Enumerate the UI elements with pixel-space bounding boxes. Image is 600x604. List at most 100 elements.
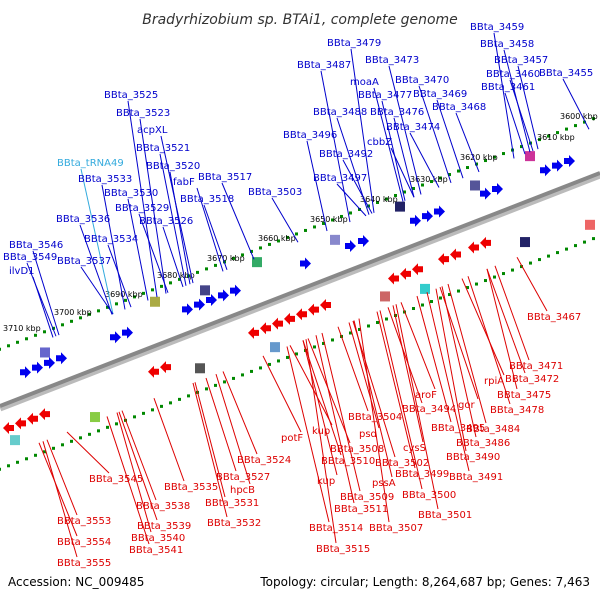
forward-gene-label[interactable]: BBta_3497 xyxy=(313,173,367,184)
reverse-gene-label[interactable]: BBta_3490 xyxy=(446,452,500,463)
forward-gene-label[interactable]: BBta_3473 xyxy=(365,55,419,66)
reverse-gene-label[interactable]: BBta_3502 xyxy=(375,458,429,469)
forward-gene-label[interactable]: BBta_3503 xyxy=(248,187,302,198)
forward-gene-label[interactable]: BBta_3457 xyxy=(494,55,548,66)
reverse-gene-label[interactable]: gor xyxy=(458,400,475,411)
forward-gene-label[interactable]: moaA xyxy=(350,77,379,88)
forward-gene-label[interactable]: BBta_3518 xyxy=(180,194,234,205)
forward-gene-label[interactable]: BBta_3476 xyxy=(370,107,424,118)
forward-gene-label[interactable]: BBta_3459 xyxy=(470,22,524,33)
reverse-gene-label[interactable]: pssA xyxy=(372,478,396,489)
forward-gene-label[interactable]: BBta_3492 xyxy=(319,149,373,160)
forward-gene-label[interactable]: BBta_3458 xyxy=(480,39,534,50)
reverse-gene-label[interactable]: potF xyxy=(281,433,303,444)
reverse-gene-label[interactable]: BBta_3495 xyxy=(431,423,485,434)
forward-gene-label[interactable]: BBta_3487 xyxy=(297,60,351,71)
reverse-gene-label[interactable]: BBta_3554 xyxy=(57,537,111,548)
forward-gene-block xyxy=(200,285,210,296)
reverse-gene-label[interactable]: BBta_3532 xyxy=(207,518,261,529)
reverse-gene-label[interactable]: BBta_3541 xyxy=(129,545,183,556)
reverse-gene-label[interactable]: BBta_3538 xyxy=(136,501,190,512)
forward-gene-label[interactable]: BBta_3496 xyxy=(283,130,337,141)
reverse-gene-label[interactable]: BBta_3514 xyxy=(309,523,363,534)
lower-scale-dot xyxy=(313,345,316,349)
lower-scale-dot xyxy=(250,369,253,373)
forward-gene-label[interactable]: BBta_3521 xyxy=(136,143,190,154)
forward-gene-label[interactable]: BBta_3488 xyxy=(313,107,367,118)
reverse-gene-label[interactable]: cysS xyxy=(403,443,426,454)
forward-gene-label[interactable]: fabF xyxy=(173,177,195,188)
reverse-label-leader xyxy=(376,311,416,469)
forward-gene-label[interactable]: BBta_3517 xyxy=(198,172,252,183)
reverse-gene-arrow xyxy=(388,272,399,285)
reverse-gene-label[interactable]: BBta_3467 xyxy=(527,312,581,323)
forward-label-leader xyxy=(320,70,351,223)
forward-gene-label[interactable]: BBta_3477 xyxy=(358,90,412,101)
reverse-gene-label[interactable]: BBta_3553 xyxy=(57,516,111,527)
reverse-gene-label[interactable]: aroF xyxy=(415,390,437,401)
forward-gene-label[interactable]: BBta_3537 xyxy=(57,256,111,267)
reverse-gene-label[interactable]: BBta_3515 xyxy=(316,544,370,555)
upper-scale-dot xyxy=(268,242,271,246)
reverse-gene-block xyxy=(585,219,595,230)
forward-gene-label[interactable]: BBta_3474 xyxy=(386,122,440,133)
forward-gene-label[interactable]: BBta_3549 xyxy=(3,252,57,263)
forward-gene-label[interactable]: BBta_3469 xyxy=(413,89,467,100)
forward-gene-label[interactable]: BBta_3529 xyxy=(115,203,169,214)
reverse-gene-label[interactable]: kup xyxy=(312,426,330,437)
reverse-gene-label[interactable]: BBta_3491 xyxy=(449,472,503,483)
forward-gene-label[interactable]: ilvD1 xyxy=(9,266,35,277)
reverse-gene-label[interactable]: BBta_3471 xyxy=(509,361,563,372)
reverse-gene-label[interactable]: BBta_3509 xyxy=(340,492,394,503)
forward-label-leader xyxy=(107,244,132,308)
reverse-gene-label[interactable]: BBta_3504 xyxy=(348,412,402,423)
reverse-gene-label[interactable]: BBta_3555 xyxy=(57,558,111,569)
forward-gene-label[interactable]: BBta_tRNA49 xyxy=(57,158,124,169)
forward-gene-label[interactable]: BBta_3479 xyxy=(327,38,381,49)
reverse-gene-label[interactable]: BBta_3527 xyxy=(216,472,270,483)
forward-gene-label[interactable]: BBta_3455 xyxy=(539,68,593,79)
forward-gene-label[interactable]: BBta_3533 xyxy=(78,174,132,185)
forward-gene-label[interactable]: acpXL xyxy=(137,125,168,136)
reverse-gene-label[interactable]: rpiA xyxy=(484,376,504,387)
forward-gene-label[interactable]: BBta_3470 xyxy=(395,75,449,86)
reverse-gene-label[interactable]: kup xyxy=(317,476,335,487)
reverse-gene-label[interactable]: BBta_3494 xyxy=(402,404,456,415)
reverse-gene-label[interactable]: BBta_3472 xyxy=(505,374,559,385)
reverse-gene-label[interactable]: BBta_3540 xyxy=(131,533,185,544)
forward-gene-label[interactable]: BBta_3546 xyxy=(9,240,63,251)
forward-gene-label[interactable]: BBta_3530 xyxy=(104,188,158,199)
forward-gene-label[interactable]: BBta_3536 xyxy=(56,214,110,225)
reverse-gene-label[interactable]: BBta_3500 xyxy=(402,490,456,501)
reverse-gene-label[interactable]: BBta_3545 xyxy=(89,474,143,485)
reverse-gene-label[interactable]: BBta_3499 xyxy=(395,469,449,480)
lower-scale-dot xyxy=(169,401,172,405)
reverse-gene-label[interactable]: psd xyxy=(359,429,377,440)
forward-gene-label[interactable]: BBta_3468 xyxy=(432,102,486,113)
forward-gene-label[interactable]: cbbZ xyxy=(367,137,392,148)
reverse-gene-label[interactable]: hpcB xyxy=(230,485,255,496)
reverse-gene-label[interactable]: BBta_3475 xyxy=(497,390,551,401)
reverse-gene-label[interactable]: BBta_3535 xyxy=(164,482,218,493)
reverse-gene-label[interactable]: BBta_3510 xyxy=(321,456,375,467)
reverse-gene-label[interactable]: BBta_3531 xyxy=(205,498,259,509)
forward-gene-label[interactable]: BBta_3526 xyxy=(139,216,193,227)
reverse-gene-label[interactable]: BBta_3507 xyxy=(369,523,423,534)
lower-scale-dot xyxy=(52,446,55,450)
reverse-gene-label[interactable]: BBta_3478 xyxy=(490,405,544,416)
reverse-gene-label[interactable]: BBta_3539 xyxy=(137,521,191,532)
forward-gene-label[interactable]: BBta_3461 xyxy=(481,82,535,93)
forward-gene-label[interactable]: BBta_3460 xyxy=(486,69,540,80)
reverse-gene-label[interactable]: BBta_3484 xyxy=(466,424,520,435)
reverse-gene-label[interactable]: BBta_3524 xyxy=(237,455,291,466)
forward-gene-block xyxy=(150,296,160,307)
reverse-gene-label[interactable]: BBta_3486 xyxy=(456,438,510,449)
forward-gene-label[interactable]: BBta_3534 xyxy=(84,234,138,245)
forward-gene-label[interactable]: BBta_3523 xyxy=(116,108,170,119)
reverse-gene-label[interactable]: BBta_3508 xyxy=(330,444,384,455)
lower-scale-dot xyxy=(61,443,64,447)
forward-gene-label[interactable]: BBta_3525 xyxy=(104,90,158,101)
reverse-gene-label[interactable]: BBta_3501 xyxy=(418,510,472,521)
reverse-gene-label[interactable]: BBta_3511 xyxy=(334,504,388,515)
forward-gene-label[interactable]: BBta_3520 xyxy=(146,161,200,172)
